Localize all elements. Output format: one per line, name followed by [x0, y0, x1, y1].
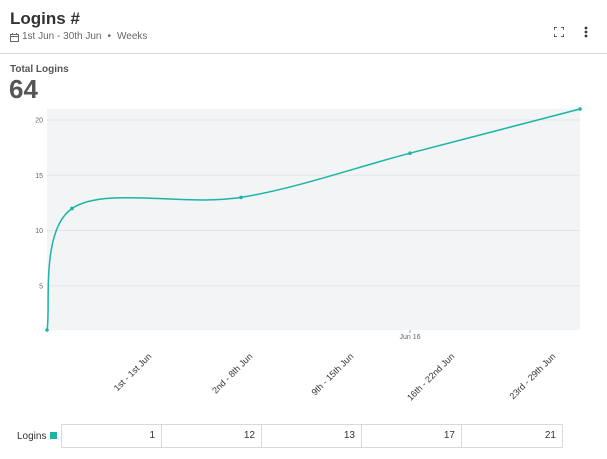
data-point[interactable] [578, 107, 582, 111]
x-axis-labels: 1st - 1st Jun 2nd - 8th Jun 9th - 15th Jun… [112, 351, 558, 402]
plot-area [47, 109, 580, 330]
kpi-label: Total Logins [10, 64, 69, 75]
grid-lines [47, 119, 580, 287]
table-row: 1 12 13 17 21 [61, 424, 563, 448]
x-tick-label: 23rd - 29th Jun [508, 351, 558, 401]
calendar-icon [10, 32, 19, 42]
legend-swatch [50, 432, 57, 439]
data-point[interactable] [239, 195, 243, 200]
data-table: Logins 1 12 13 17 21 [0, 424, 607, 448]
table-cell: 21 [544, 430, 556, 441]
y-tick-label: 5 [39, 283, 43, 290]
widget-header: Logins # 1st Jun - 30th Jun • Weeks [0, 0, 607, 54]
x-tick-label: 16th - 22nd Jun [405, 351, 456, 402]
table-cell: 17 [362, 425, 462, 447]
expand-button[interactable] [551, 24, 567, 40]
y-tick-label: 15 [35, 173, 43, 180]
line-chart: 5 10 15 20 Jun 16 1st - 1st Jun 2nd - 8th Ju… [35, 107, 582, 403]
x-tick-label: 9th - 15th Jun [309, 351, 355, 397]
y-axis: 5 10 15 20 [35, 118, 43, 291]
table-cell: 1 [62, 425, 162, 447]
expand-icon [554, 27, 564, 37]
y-tick-label: 10 [35, 228, 43, 235]
legend-label: Logins [17, 431, 47, 442]
date-range-info: 1st Jun - 30th Jun • Weeks [10, 31, 147, 42]
x-tick-label: 2nd - 8th Jun [210, 351, 254, 395]
widget-title: Logins # [10, 9, 80, 28]
table-cell: 13 [262, 425, 362, 447]
y-tick-label: 20 [35, 118, 43, 125]
more-vertical-icon [584, 26, 588, 38]
more-options-button[interactable] [578, 24, 594, 40]
table-cell: 12 [162, 425, 262, 447]
x-tick-label: 1st - 1st Jun [112, 351, 154, 393]
separator-dot: • [107, 31, 112, 42]
x-axis-marker-label: Jun 16 [399, 334, 420, 341]
granularity-text: Weeks [117, 31, 148, 42]
data-point[interactable] [408, 151, 412, 155]
kpi-value: 64 [9, 74, 38, 104]
series-points [45, 107, 582, 332]
data-point[interactable] [70, 206, 74, 211]
data-point[interactable] [45, 328, 49, 332]
date-range-text: 1st Jun - 30th Jun [22, 31, 102, 42]
